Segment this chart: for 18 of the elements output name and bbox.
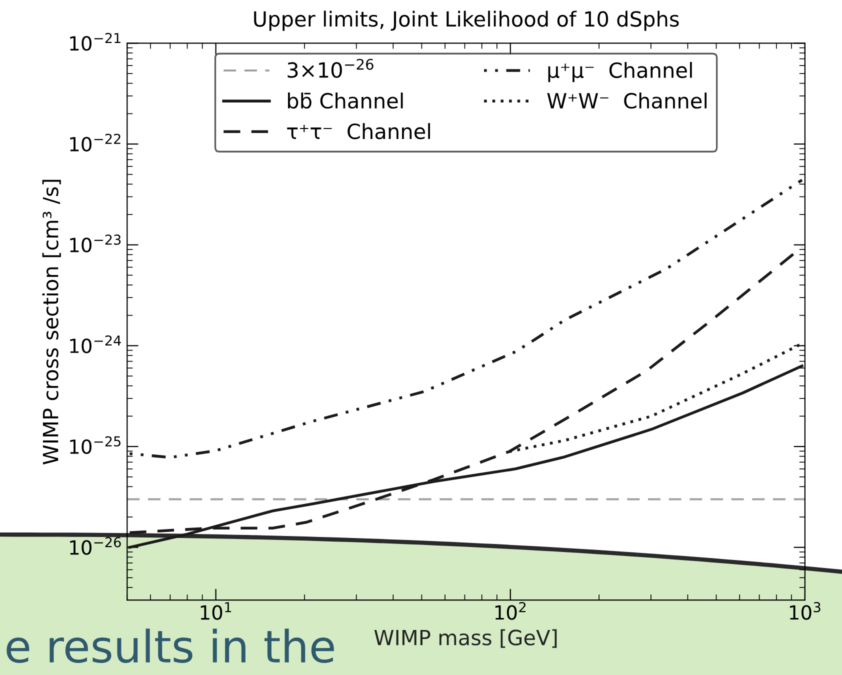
chart-title: Upper limits, Joint Likelihood of 10 dSphs — [254, 10, 679, 31]
x-axis-title: WIMP mass [GeV] — [374, 629, 557, 648]
y-tick-label: 10$^{−23}$ — [70, 234, 121, 252]
text: e results in the — [6, 628, 334, 664]
y-tick-label: 10$^{−26}$ — [70, 537, 121, 555]
legend-label: μ⁺μ⁻ Channel — [548, 62, 692, 82]
y-tick-label: 10$^{−22}$ — [70, 134, 120, 152]
x-tick-label: 10$^{2}$ — [495, 602, 526, 620]
legend-label: 3×10$^{−26}$ — [288, 58, 374, 78]
x-tick-label: 10$^{1}$ — [200, 602, 232, 620]
y-axis-title: WIMP cross section [cm³ /s] — [42, 180, 61, 464]
y-tick-label: 10$^{−21}$ — [70, 32, 120, 51]
legend-label: bb̄ Channel — [288, 92, 403, 109]
y-tick-label: 10$^{−25}$ — [70, 436, 120, 454]
legend-label: W⁺W⁻ Channel — [547, 92, 707, 109]
y-tick-label: 10$^{−24}$ — [70, 335, 121, 354]
x-tick-label: 10$^{3}$ — [790, 602, 820, 620]
legend-label: τ⁺τ⁻ Channel — [287, 123, 430, 140]
